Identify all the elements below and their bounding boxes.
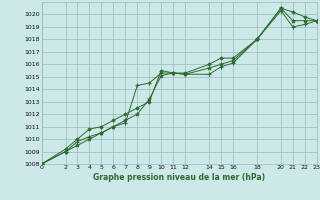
X-axis label: Graphe pression niveau de la mer (hPa): Graphe pression niveau de la mer (hPa) (93, 173, 265, 182)
